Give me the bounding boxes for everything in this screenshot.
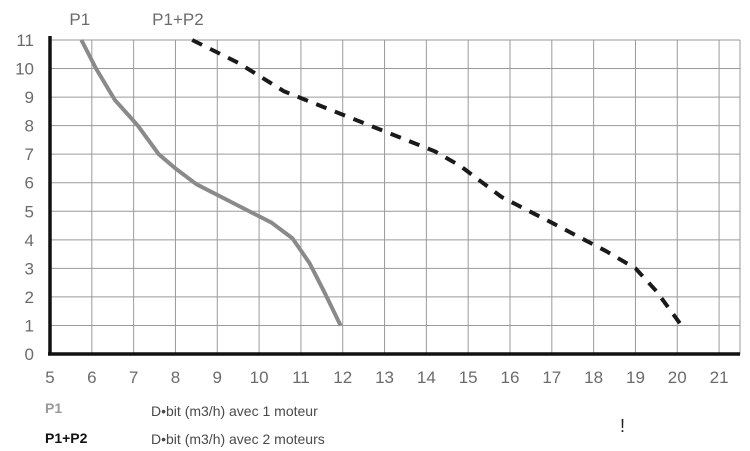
y-tick-labels: 0 1 2 3 4 5 6 7 8 9 10 11 — [15, 31, 34, 364]
x-tick-labels: 5 6 7 8 9 10 11 12 13 14 15 16 17 18 19 20 21 — [45, 368, 728, 387]
y-tick-label-4: 4 — [25, 231, 34, 250]
y-tick-label-8: 8 — [25, 117, 34, 136]
grid-horizontal — [50, 39, 740, 326]
x-tick-label-16: 21 — [710, 368, 729, 387]
y-tick-label-1: 1 — [25, 316, 34, 335]
x-tick-label-10: 15 — [459, 368, 478, 387]
grid-vertical — [91, 40, 741, 354]
x-tick-label-8: 13 — [375, 368, 394, 387]
series-line-p1-p2 — [191, 38, 684, 327]
y-tick-label-7: 7 — [25, 145, 34, 164]
y-tick-label-9: 9 — [25, 88, 34, 107]
series-line-p1 — [79, 39, 343, 327]
axes — [48, 36, 740, 356]
x-tick-label-4: 9 — [213, 368, 222, 387]
x-tick-label-0: 5 — [45, 368, 54, 387]
x-tick-label-9: 14 — [417, 368, 436, 387]
series-lines — [79, 38, 684, 327]
x-tick-label-12: 17 — [542, 368, 561, 387]
x-tick-label-2: 7 — [129, 368, 138, 387]
x-tick-label-7: 12 — [333, 368, 352, 387]
series-top-labels: P1 P1+P2 — [69, 10, 203, 29]
x-tick-label-13: 18 — [584, 368, 603, 387]
y-tick-label-0: 0 — [25, 345, 34, 364]
y-tick-label-3: 3 — [25, 259, 34, 278]
y-tick-label-5: 5 — [25, 202, 34, 221]
y-tick-label-6: 6 — [25, 174, 34, 193]
x-tick-label-11: 16 — [501, 368, 520, 387]
y-tick-label-11: 11 — [16, 31, 34, 50]
y-tick-label-10: 10 — [15, 60, 34, 79]
x-tick-label-14: 19 — [626, 368, 645, 387]
x-tick-label-5: 10 — [250, 368, 269, 387]
x-tick-label-15: 20 — [668, 368, 687, 387]
x-tick-label-6: 11 — [292, 368, 310, 387]
series-top-label-p1: P1 — [69, 10, 90, 29]
x-tick-label-1: 6 — [87, 368, 96, 387]
y-tick-label-2: 2 — [25, 288, 34, 307]
series-top-label-p1-p2: P1+P2 — [152, 10, 204, 29]
x-tick-label-3: 8 — [171, 368, 180, 387]
